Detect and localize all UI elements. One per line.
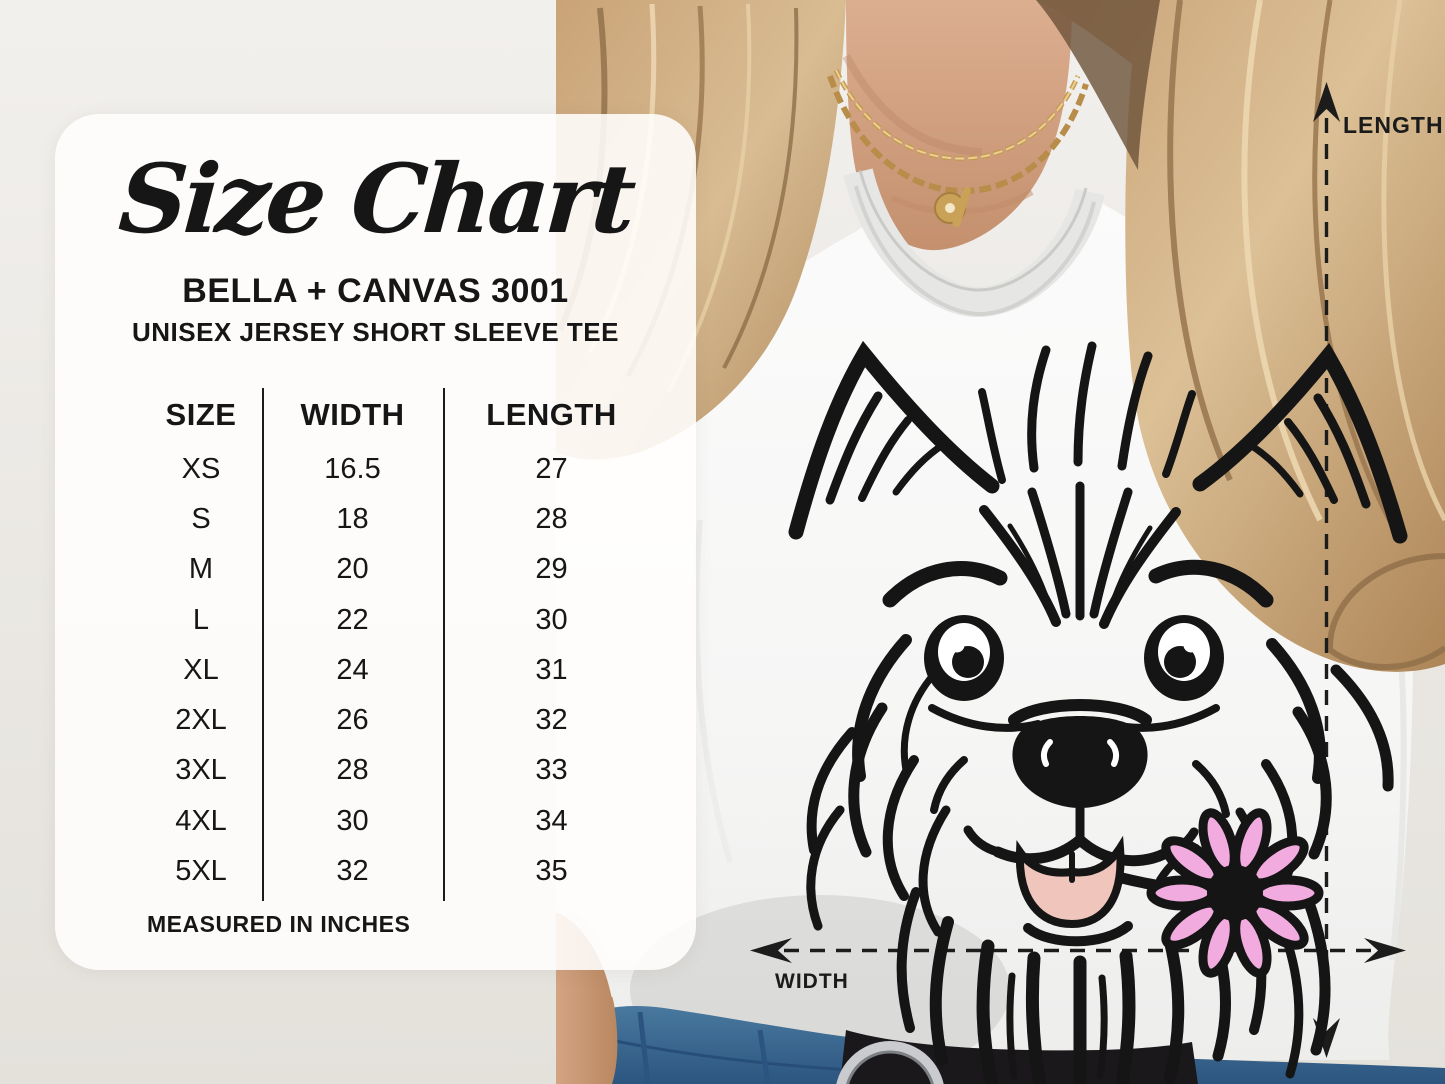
cell-length: 27 [535, 452, 568, 485]
cell-width: 24 [336, 653, 369, 686]
arrow-right [1364, 938, 1406, 963]
dog-cheek-fur-left [806, 634, 951, 937]
cell-width: 32 [336, 855, 369, 888]
cell-size: 5XL [175, 855, 227, 888]
dog-forehead-fur [979, 481, 1181, 629]
size-table: SIZE WIDTH LENGTH XS 16.5 27 S 18 28 M 2… [140, 386, 660, 901]
belt-ring [836, 1041, 944, 1084]
flower-graphic [1116, 808, 1324, 978]
brand-name: BELLA + CANVAS 3001 [182, 272, 569, 310]
cell-length: 35 [535, 855, 568, 888]
table-header-row: SIZE WIDTH LENGTH [140, 386, 660, 444]
cell-width: 30 [336, 804, 369, 837]
cell-size: 2XL [175, 704, 227, 737]
cell-width: 22 [336, 603, 369, 636]
cell-length: 28 [535, 502, 568, 535]
cell-width: 28 [336, 754, 369, 787]
cell-width: 20 [336, 553, 369, 586]
length-annotation-label: LENGTH [1343, 112, 1444, 138]
cell-width: 18 [336, 502, 369, 535]
table-row: XL 24 31 [140, 645, 660, 695]
cell-length: 33 [535, 754, 568, 787]
gold-necklace [827, 68, 1089, 228]
table-row: 4XL 30 34 [140, 796, 660, 846]
cell-size: 4XL [175, 804, 227, 837]
table-row: M 20 29 [140, 545, 660, 595]
dog-mouth [963, 825, 1199, 947]
column-divider [262, 388, 264, 901]
belt [836, 1030, 1198, 1084]
cell-size: XL [183, 653, 219, 686]
cell-length: 34 [535, 804, 568, 837]
cell-length: 32 [535, 704, 568, 737]
dog-crown-fur [978, 341, 1196, 484]
flower-center [1207, 865, 1263, 921]
product-name: UNISEX JERSEY SHORT SLEEVE TEE [132, 317, 619, 347]
dog-brow-left [882, 561, 1008, 608]
table-row: 5XL 32 35 [140, 846, 660, 896]
header-width: WIDTH [300, 397, 405, 432]
arrow-left [750, 938, 792, 963]
cell-size: L [192, 603, 210, 636]
cell-width: 26 [336, 704, 369, 737]
table-row: XS 16.5 27 [140, 444, 660, 494]
table-row: L 22 30 [140, 595, 660, 645]
measurement-note: MEASURED IN INCHES [147, 911, 411, 937]
table-row: 3XL 28 33 [140, 746, 660, 796]
yorkie-dog-graphic [788, 340, 1408, 1084]
cell-size: 3XL [175, 754, 227, 787]
dog-tongue [1015, 835, 1125, 929]
arrow-up [1313, 82, 1340, 122]
page-title: Size Chart [115, 144, 636, 255]
column-divider [443, 388, 445, 901]
table-row: S 18 28 [140, 494, 660, 544]
cell-size: M [188, 553, 214, 586]
header-size: SIZE [165, 397, 237, 432]
size-chart-card: Size Chart BELLA + CANVAS 3001 UNISEX JE… [55, 114, 696, 970]
dog-brow-right [1148, 559, 1274, 608]
cell-width: 16.5 [324, 452, 381, 485]
cell-length: 29 [535, 553, 568, 586]
dog-nose [1008, 699, 1152, 845]
cell-length: 31 [535, 653, 568, 686]
header-length: LENGTH [486, 397, 617, 432]
table-row: 2XL 26 32 [140, 695, 660, 745]
cell-size: S [191, 502, 211, 535]
model-hair-right [1036, 0, 1445, 672]
tshirt-collar [843, 168, 1105, 318]
cell-size: XS [181, 452, 221, 485]
dog-eyes [924, 615, 1224, 701]
width-annotation-label: WIDTH [775, 970, 849, 993]
dog-ears [788, 340, 1408, 544]
cell-length: 30 [535, 603, 568, 636]
